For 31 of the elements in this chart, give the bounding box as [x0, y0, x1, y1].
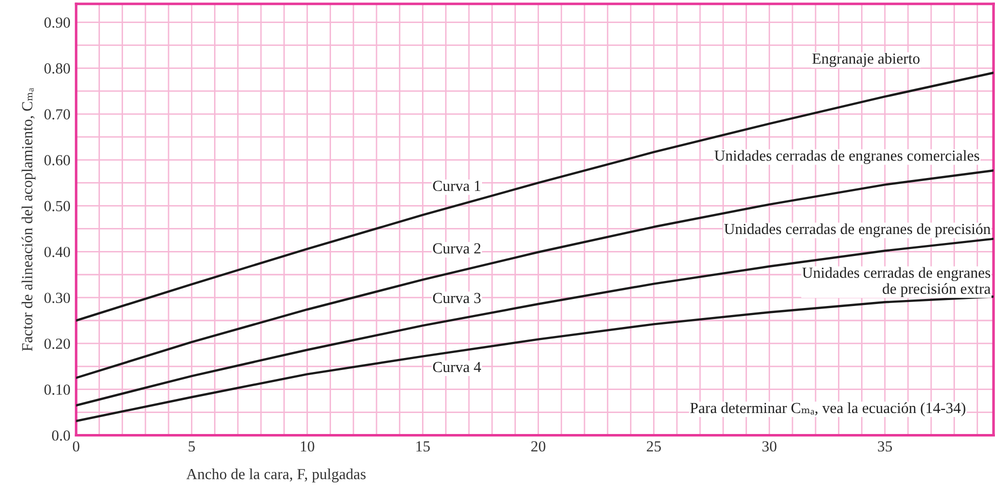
- y-tick-label: 0.40: [44, 246, 70, 258]
- line-series: [76, 169, 994, 379]
- x-tick-label: 35: [878, 441, 892, 452]
- annotation: Unidades cerradas de engranes comerciales: [714, 150, 980, 164]
- y-tick-label: 0.70: [44, 109, 70, 120]
- annotation: Curva 3: [433, 292, 481, 304]
- y-tick-label: 0.0: [52, 430, 70, 441]
- x-tick-label: 30: [762, 441, 776, 452]
- y-tick-label: 0.20: [44, 338, 70, 349]
- y-tick-label: 0.10: [44, 384, 70, 395]
- annotation: Unidades cerradas de engranes de precisión extra: [802, 267, 991, 298]
- x-tick-label: 20: [531, 441, 546, 452]
- annotation: Curva 4: [433, 362, 481, 372]
- annotation: Unidades cerradas de engranes de precisión: [724, 223, 991, 238]
- annotation: Curva 1: [433, 180, 480, 192]
- x-tick-label: 0: [72, 441, 80, 452]
- x-axis-title: Ancho de la cara, F, pulgadas: [186, 468, 366, 482]
- x-tick-label: 10: [300, 441, 314, 452]
- annotation: Engranaje abierto: [812, 53, 920, 67]
- y-tick-label: 0.60: [44, 155, 70, 166]
- y-axis-title: Factor de alineación del acoplamiento, Cₘₐ: [22, 88, 36, 352]
- annotation: Para determinar Cₘₐ, vea la ecuación (14-34): [690, 402, 966, 416]
- y-tick-label: 0.90: [44, 17, 70, 28]
- y-tick-label: 0.80: [44, 63, 70, 74]
- x-tick-label: 25: [646, 441, 661, 452]
- y-tick-label: 0.30: [44, 292, 70, 304]
- y-tick-label: 0.50: [44, 200, 70, 212]
- x-tick-label: 5: [188, 441, 195, 452]
- annotation: Curva 2: [433, 243, 480, 254]
- line-series: [76, 72, 994, 322]
- x-tick-label: 15: [416, 441, 430, 452]
